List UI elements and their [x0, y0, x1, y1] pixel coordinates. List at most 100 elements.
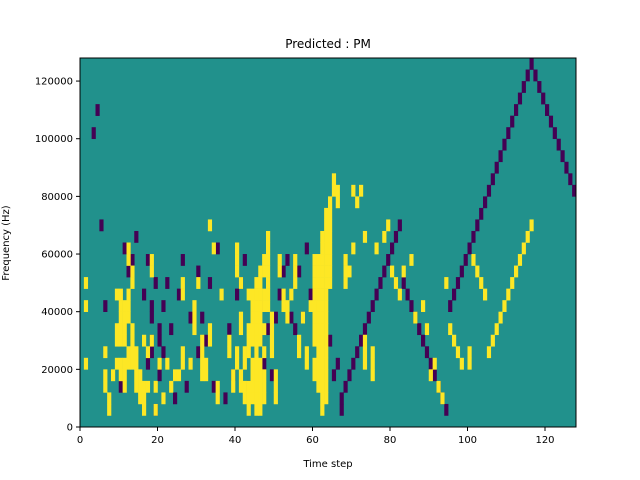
heatmap-cell-high [432, 357, 437, 370]
heatmap-cell-high [254, 403, 259, 416]
heatmap-cell-high [258, 392, 263, 405]
heatmap-cell-high [250, 300, 255, 312]
heatmap-cell-high [215, 392, 220, 405]
heatmap-cell-high [320, 380, 325, 393]
heatmap-cell-high [304, 357, 309, 370]
heatmap-cell-high [316, 300, 321, 312]
heatmap-cell-low [130, 254, 135, 266]
heatmap-cell-high [529, 219, 534, 232]
heatmap-cell-low [215, 242, 220, 255]
heatmap-cell-low [122, 242, 127, 255]
heatmap-cell-high [293, 277, 298, 289]
heatmap-cell-low [432, 369, 437, 382]
heatmap-cell-high [118, 300, 123, 312]
heatmap-cell-low [494, 161, 499, 174]
heatmap-cell-high [436, 380, 441, 393]
heatmap-cell-high [328, 254, 333, 266]
heatmap-cell-high [107, 403, 112, 416]
heatmap-cell-high [200, 334, 205, 347]
heatmap-cell-high [262, 380, 267, 393]
heatmap-cell-high [324, 380, 329, 393]
y-tick-label: 80000 [41, 192, 73, 203]
heatmap-cell-high [401, 265, 406, 278]
heatmap-cell-high [173, 369, 178, 382]
heatmap-cell-low [490, 173, 495, 186]
x-tick-label: 0 [77, 435, 83, 446]
x-axis-label: Time step [302, 459, 352, 470]
heatmap-cell-high [312, 265, 317, 278]
heatmap-cell-low [281, 265, 286, 278]
heatmap-cell-high [153, 403, 158, 416]
heatmap-cell-high [324, 300, 329, 312]
heatmap-cell-high [269, 323, 275, 336]
heatmap-cell-high [250, 323, 255, 336]
heatmap-cell-high [304, 346, 309, 359]
heatmap-cell-high [254, 323, 259, 336]
heatmap-cell-low [362, 323, 368, 336]
heatmap-cell-high [269, 334, 275, 347]
heatmap-cell-high [312, 254, 317, 266]
heatmap-cell-high [506, 288, 511, 301]
heatmap-cell-low [533, 69, 538, 82]
heatmap-cell-high [258, 380, 263, 393]
heatmap-cell-low [486, 184, 492, 197]
heatmap-cell-high [316, 323, 321, 336]
heatmap-cell-high [246, 334, 251, 347]
heatmap-cell-high [320, 288, 325, 301]
heatmap-cell-high [320, 254, 325, 266]
heatmap-cell-high [254, 334, 259, 347]
heatmap-cell-high [328, 277, 333, 289]
y-tick-label: 40000 [41, 307, 73, 318]
heatmap-cell-low [188, 311, 193, 324]
heatmap-cell-low [424, 346, 430, 359]
heatmap-cell-high [308, 300, 313, 312]
heatmap-cell-high [316, 369, 321, 382]
heatmap-cell-high [126, 254, 131, 266]
heatmap-cell-high [258, 265, 263, 278]
heatmap-cell-high [471, 254, 476, 266]
heatmap-cell-low [227, 323, 232, 336]
heatmap-cell-high [118, 334, 123, 347]
heatmap-cell-high [238, 311, 244, 324]
heatmap-cell-low [165, 277, 170, 289]
x-tick-label: 60 [306, 435, 319, 446]
heatmap-cell-high [316, 311, 321, 324]
heatmap-cell-high [316, 265, 321, 278]
heatmap-cell-high [262, 369, 267, 382]
heatmap-cell-high [258, 334, 263, 347]
heatmap-cell-high [204, 369, 209, 382]
heatmap-cell-high [266, 277, 271, 289]
heatmap-cell-low [157, 334, 162, 347]
heatmap-cell-high [111, 369, 116, 382]
heatmap-cell-high [324, 323, 329, 336]
heatmap-cell-high [250, 311, 255, 324]
heatmap-cell-high [165, 357, 170, 370]
heatmap-cell-low [180, 254, 185, 266]
heatmap-cell-high [320, 357, 325, 370]
heatmap-cell-high [370, 357, 375, 370]
heatmap-cell-high [246, 346, 251, 359]
heatmap-cell-high [324, 265, 329, 278]
heatmap-cell-low [374, 288, 379, 301]
heatmap-cell-high [250, 357, 255, 370]
y-tick-label: 100000 [35, 134, 73, 145]
heatmap-cell-high [510, 277, 515, 289]
heatmap-cell-high [169, 380, 174, 393]
heatmap-cell-high [262, 392, 267, 405]
heatmap-cell-low [351, 357, 356, 370]
heatmap-cell-low [204, 334, 209, 347]
heatmap-cell-high [517, 254, 523, 266]
heatmap-cell-low [545, 104, 550, 116]
heatmap-cell-high [145, 380, 151, 393]
heatmap-cell-high [483, 288, 488, 301]
heatmap-cell-low [517, 92, 523, 105]
heatmap-cell-high [335, 196, 340, 209]
heatmap-cell-high [126, 242, 131, 255]
heatmap-cell-high [297, 346, 302, 359]
heatmap-cell-low [421, 334, 426, 347]
heatmap-cell-high [475, 265, 480, 278]
heatmap-cell-high [324, 230, 329, 243]
heatmap-cell-high [238, 369, 244, 382]
heatmap-cell-low [521, 81, 526, 93]
heatmap-cell-high [149, 334, 154, 347]
